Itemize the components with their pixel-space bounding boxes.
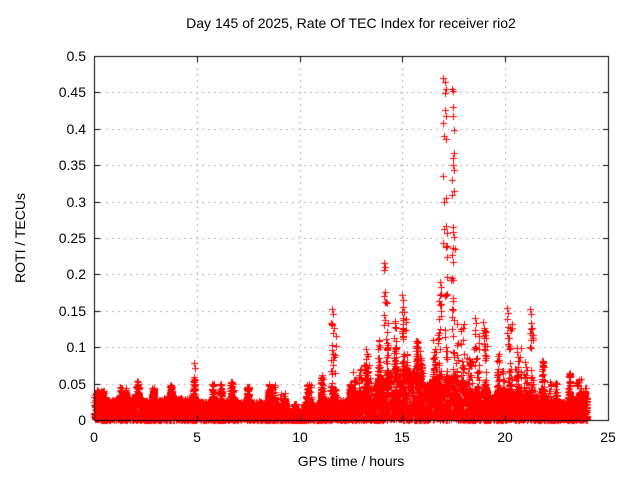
- chart-title: Day 145 of 2025, Rate Of TEC Index for r…: [186, 15, 516, 31]
- y-tick-label: 0.05: [58, 376, 86, 392]
- x-tick-label: 15: [394, 429, 410, 445]
- y-tick-label: 0.15: [58, 303, 86, 319]
- y-tick-label: 0.1: [66, 339, 86, 355]
- y-tick-label: 0.4: [66, 121, 86, 137]
- x-tick-label: 5: [193, 429, 201, 445]
- y-tick-label: 0.35: [58, 157, 86, 173]
- x-tick-label: 25: [600, 429, 616, 445]
- x-axis-label: GPS time / hours: [297, 453, 405, 469]
- y-tick-label: 0: [78, 412, 86, 428]
- y-tick-label: 0.25: [58, 230, 86, 246]
- y-tick-label: 0.5: [66, 48, 86, 64]
- x-tick-label: 20: [497, 429, 513, 445]
- x-tick-label: 0: [90, 429, 98, 445]
- x-tick-label: 10: [292, 429, 308, 445]
- y-tick-label: 0.2: [66, 266, 86, 282]
- y-tick-label: 0.45: [58, 84, 86, 100]
- y-axis-label: ROTI / TECUs: [12, 193, 28, 283]
- y-tick-label: 0.3: [66, 194, 86, 210]
